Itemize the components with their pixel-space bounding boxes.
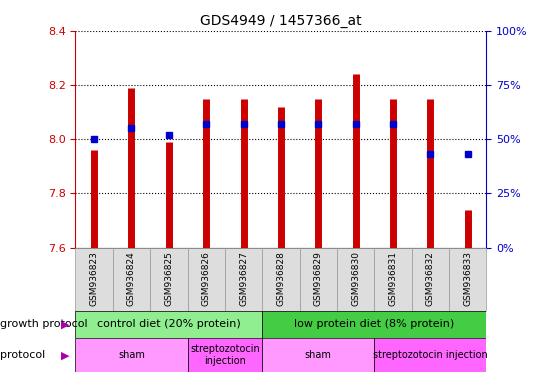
- Bar: [150, 248, 187, 311]
- Bar: [225, 248, 262, 311]
- Text: GSM936830: GSM936830: [351, 251, 360, 306]
- Text: GSM936828: GSM936828: [276, 251, 286, 306]
- Bar: [449, 248, 486, 311]
- Bar: [187, 248, 225, 311]
- Text: GSM936829: GSM936829: [314, 251, 323, 306]
- Bar: [300, 248, 337, 311]
- Text: protocol: protocol: [0, 350, 45, 360]
- Text: GSM936827: GSM936827: [239, 251, 248, 306]
- Text: sham: sham: [305, 350, 331, 360]
- Text: sham: sham: [118, 350, 145, 360]
- Text: GSM936832: GSM936832: [426, 251, 435, 306]
- Bar: [75, 311, 262, 338]
- Text: streptozotocin
injection: streptozotocin injection: [190, 344, 260, 366]
- Bar: [187, 338, 262, 372]
- Text: ■: ■: [75, 383, 87, 384]
- Text: ▶: ▶: [61, 350, 70, 360]
- Text: ▶: ▶: [61, 319, 70, 329]
- Text: GSM936823: GSM936823: [89, 251, 98, 306]
- Bar: [375, 338, 486, 372]
- Bar: [262, 338, 375, 372]
- Text: GSM936824: GSM936824: [127, 251, 136, 306]
- Title: GDS4949 / 1457366_at: GDS4949 / 1457366_at: [200, 14, 362, 28]
- Bar: [375, 248, 411, 311]
- Text: growth protocol: growth protocol: [0, 319, 88, 329]
- Bar: [411, 248, 449, 311]
- Bar: [262, 248, 300, 311]
- Bar: [75, 338, 187, 372]
- Text: GSM936833: GSM936833: [463, 251, 472, 306]
- Bar: [337, 248, 375, 311]
- Bar: [262, 311, 486, 338]
- Bar: [75, 248, 113, 311]
- Text: low protein diet (8% protein): low protein diet (8% protein): [294, 319, 454, 329]
- Bar: [113, 248, 150, 311]
- Text: streptozotocin injection: streptozotocin injection: [373, 350, 487, 360]
- Text: GSM936831: GSM936831: [389, 251, 397, 306]
- Text: GSM936826: GSM936826: [202, 251, 211, 306]
- Text: GSM936825: GSM936825: [164, 251, 173, 306]
- Text: control diet (20% protein): control diet (20% protein): [97, 319, 241, 329]
